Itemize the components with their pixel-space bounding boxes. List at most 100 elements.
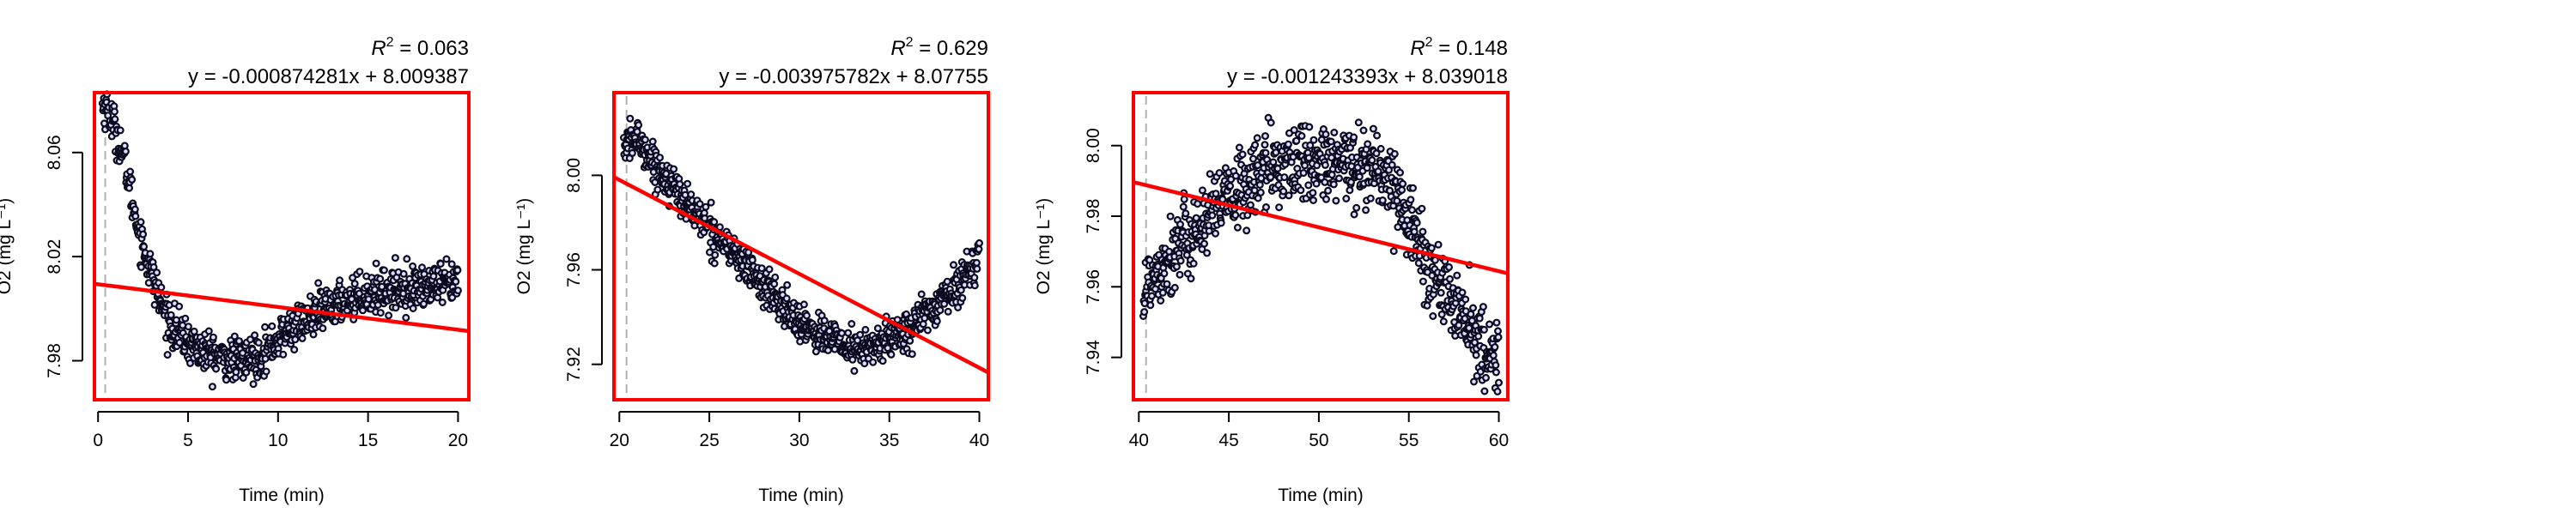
data-point: [944, 307, 952, 316]
r-squared-symbol: R: [890, 37, 905, 60]
data-point: [844, 329, 853, 337]
regression-line: [614, 175, 988, 375]
data-point: [1390, 149, 1399, 158]
data-point: [121, 148, 130, 156]
data-point: [1292, 136, 1301, 145]
r-squared-symbol: R: [1410, 37, 1425, 60]
data-point: [403, 255, 411, 263]
data-point: [336, 276, 344, 285]
data-point: [1233, 223, 1242, 232]
data-point: [919, 320, 927, 329]
data-point: [1226, 182, 1235, 190]
data-point: [1330, 129, 1339, 137]
data-point: [1355, 172, 1364, 181]
data-point: [1280, 173, 1289, 182]
data-point: [757, 264, 766, 273]
data-point: [771, 273, 780, 281]
data-point: [184, 323, 192, 331]
data-point: [1309, 136, 1318, 144]
data-point: [1235, 143, 1243, 152]
y-axis-label: O2 (mg L⁻¹): [514, 198, 534, 295]
data-point: [1192, 214, 1200, 222]
data-point: [1299, 169, 1308, 178]
x-tick-label: 55: [1399, 431, 1419, 450]
y-tick-label: 8.00: [1084, 128, 1103, 163]
y-axis-label: O2 (mg L⁻¹): [1034, 198, 1054, 295]
data-point: [1176, 270, 1184, 279]
data-point: [1399, 179, 1407, 188]
data-point: [251, 331, 259, 340]
data-point: [837, 329, 846, 337]
data-point: [1166, 212, 1175, 220]
data-point: [262, 367, 270, 376]
data-point: [1284, 140, 1292, 148]
data-point: [1493, 387, 1502, 395]
data-point: [1479, 303, 1487, 311]
data-point: [1255, 181, 1264, 190]
data-point: [232, 368, 240, 377]
data-point: [212, 365, 221, 373]
data-point: [628, 148, 636, 157]
data-point: [1491, 343, 1499, 352]
data-point: [861, 325, 870, 334]
data-point: [848, 355, 857, 364]
data-point: [1368, 156, 1376, 165]
data-point: [1492, 368, 1500, 377]
data-point: [442, 255, 451, 263]
data-point: [1321, 130, 1330, 139]
data-point: [975, 238, 983, 247]
data-point: [1189, 259, 1198, 268]
data-point: [249, 380, 258, 389]
data-point: [1418, 204, 1426, 213]
data-point: [1494, 378, 1503, 387]
data-point: [163, 351, 172, 359]
data-point: [1350, 133, 1358, 142]
data-point: [111, 115, 119, 124]
data-point: [1429, 312, 1437, 321]
x-axis-label: Time (min): [758, 486, 844, 505]
data-point: [1176, 220, 1184, 229]
data-point: [1231, 172, 1240, 180]
data-point: [1242, 226, 1251, 235]
y-tick-label: 7.94: [1084, 340, 1103, 375]
data-point: [453, 266, 462, 275]
data-point: [1423, 301, 1431, 310]
data-point: [1332, 196, 1340, 205]
y-tick-label: 7.98: [1084, 199, 1103, 234]
data-point: [1238, 150, 1247, 159]
data-point: [1285, 191, 1293, 200]
data-point: [633, 128, 641, 136]
data-point: [452, 277, 460, 286]
data-point: [1327, 137, 1335, 146]
data-point: [1321, 160, 1329, 169]
x-axis-label: Time (min): [239, 486, 325, 505]
data-point: [447, 260, 456, 269]
data-point: [1437, 311, 1446, 319]
x-tick-label: 10: [268, 431, 288, 450]
data-point: [1362, 206, 1370, 214]
data-point: [799, 300, 808, 309]
data-point: [137, 263, 146, 271]
data-point: [696, 200, 704, 208]
data-point: [873, 324, 882, 333]
data-point: [309, 330, 318, 339]
data-point: [973, 264, 981, 273]
y-tick-label: 7.96: [564, 252, 584, 287]
data-point: [222, 376, 231, 384]
data-point: [1364, 140, 1372, 148]
data-point: [355, 268, 364, 276]
r-squared-value: = 0.629: [914, 37, 988, 60]
data-point: [190, 327, 198, 335]
data-point: [635, 121, 643, 130]
data-point: [670, 165, 678, 173]
data-point: [1469, 377, 1478, 386]
data-point: [715, 223, 724, 232]
data-point: [1251, 141, 1260, 149]
data-point: [399, 269, 408, 278]
data-point: [1324, 186, 1333, 195]
data-point: [429, 272, 438, 281]
data-point: [1407, 206, 1416, 214]
data-point: [1413, 219, 1421, 227]
data-point: [687, 190, 696, 199]
